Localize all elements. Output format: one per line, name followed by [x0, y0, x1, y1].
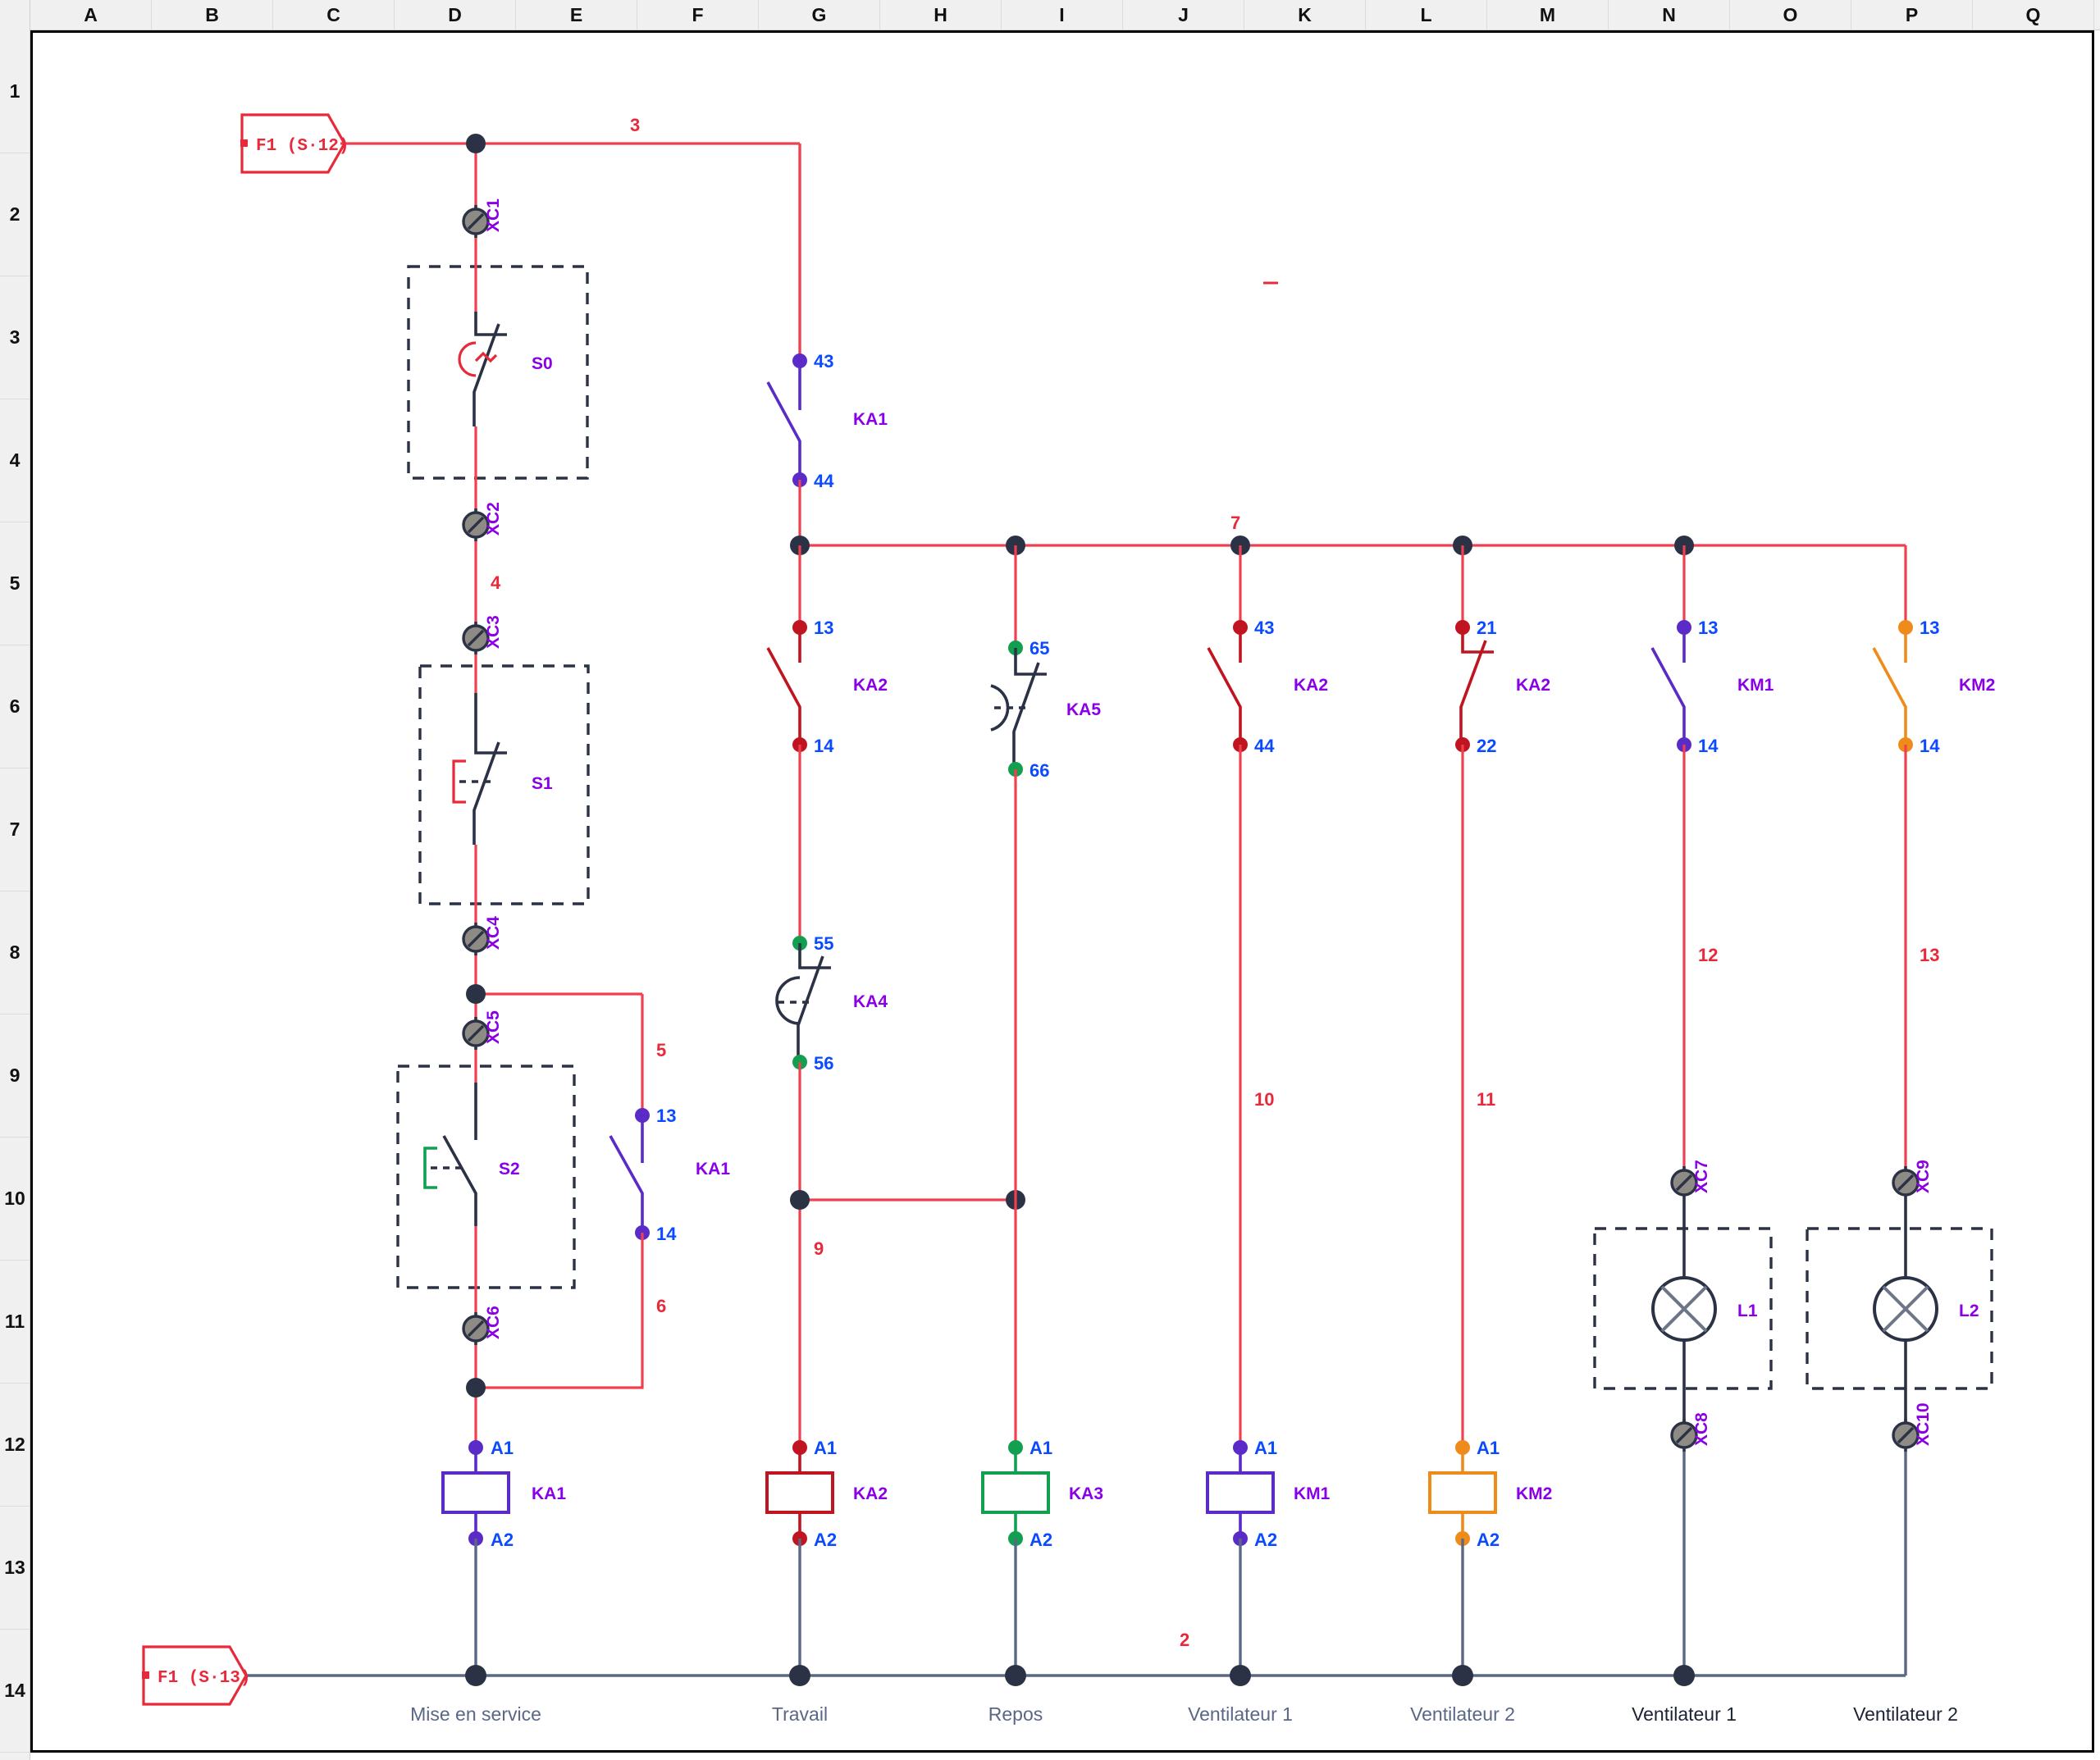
row-header-4[interactable]: 4: [0, 399, 30, 522]
column-header-P[interactable]: P: [1851, 0, 1973, 30]
row-header-13[interactable]: 13: [0, 1507, 30, 1630]
row-header-11[interactable]: 11: [0, 1261, 30, 1384]
ruler-corner: [0, 0, 30, 30]
column-header-B[interactable]: B: [152, 0, 273, 30]
row-header-2[interactable]: 2: [0, 153, 30, 276]
row-header-7[interactable]: 7: [0, 768, 30, 891]
column-header-L[interactable]: L: [1366, 0, 1487, 30]
column-header-C[interactable]: C: [273, 0, 395, 30]
column-header-E[interactable]: E: [516, 0, 637, 30]
row-header-10[interactable]: 10: [0, 1138, 30, 1261]
column-header-Q[interactable]: Q: [1973, 0, 2094, 30]
row-header-1[interactable]: 1: [0, 30, 30, 153]
column-header-O[interactable]: O: [1730, 0, 1851, 30]
row-ruler[interactable]: [0, 0, 30, 1760]
column-header-M[interactable]: M: [1487, 0, 1609, 30]
row-header-3[interactable]: 3: [0, 276, 30, 399]
row-header-9[interactable]: 9: [0, 1015, 30, 1138]
column-header-G[interactable]: G: [759, 0, 880, 30]
column-header-A[interactable]: A: [30, 0, 152, 30]
column-header-F[interactable]: F: [637, 0, 759, 30]
column-header-D[interactable]: D: [395, 0, 516, 30]
column-header-K[interactable]: K: [1244, 0, 1366, 30]
row-header-14[interactable]: 14: [0, 1630, 30, 1753]
column-header-H[interactable]: H: [880, 0, 1002, 30]
row-header-8[interactable]: 8: [0, 891, 30, 1015]
column-header-I[interactable]: I: [1002, 0, 1123, 30]
row-header-5[interactable]: 5: [0, 522, 30, 645]
drawing-frame: [30, 30, 2094, 1753]
column-header-J[interactable]: J: [1123, 0, 1244, 30]
column-header-N[interactable]: N: [1609, 0, 1730, 30]
column-ruler[interactable]: [0, 0, 2100, 30]
row-header-6[interactable]: 6: [0, 645, 30, 768]
row-header-12[interactable]: 12: [0, 1384, 30, 1507]
